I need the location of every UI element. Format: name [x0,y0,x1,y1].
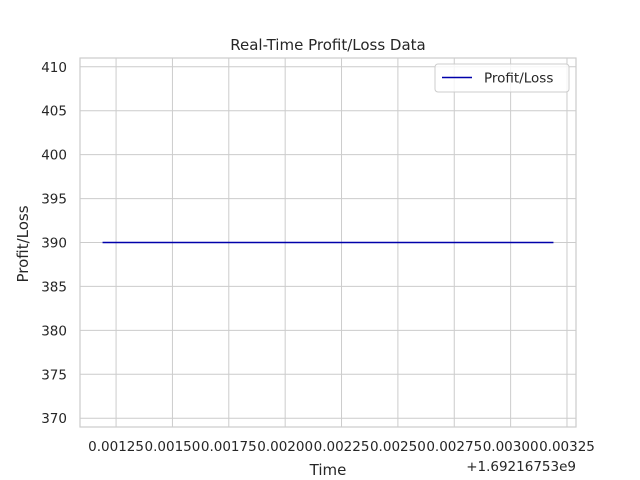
axes-spines [79,57,577,428]
y-tick-label: 410 [41,60,67,76]
x-tick-label: 0.00275 [426,439,482,455]
axes-frame [79,57,577,428]
x-tick-label: 0.00250 [370,439,426,455]
x-axis-offset-label: +1.69216753e9 [466,459,576,475]
legend: Profit/Loss [434,63,570,93]
y-tick-label: 400 [41,148,67,164]
y-axis-ticks: 370 375 380 385 390 395 400 405 410 [41,60,67,427]
legend-label-profit-loss: Profit/Loss [484,71,553,87]
y-tick-label: 380 [41,323,67,339]
y-tick-label: 390 [41,236,67,252]
x-tick-label: 0.00225 [314,439,370,455]
legend-box [434,63,570,93]
x-tick-label: 0.00300 [483,439,539,455]
y-axis-label: Profit/Loss [14,205,32,282]
y-tick-label: 405 [41,104,67,120]
x-tick-label: 0.00200 [257,439,313,455]
x-tick-label: 0.00325 [539,439,595,455]
x-tick-label: 0.00175 [201,439,257,455]
y-tick-label: 385 [41,279,67,295]
y-tick-label: 375 [41,367,67,383]
x-axis-label: Time [309,461,347,479]
x-tick-label: 0.00125 [88,439,144,455]
chart-title: Real-Time Profit/Loss Data [230,36,426,54]
y-tick-label: 370 [41,411,67,427]
y-tick-label: 395 [41,192,67,208]
x-axis-ticks: 0.00125 0.00150 0.00175 0.00200 0.00225 0.002… [88,439,595,455]
x-tick-label: 0.00150 [145,439,201,455]
